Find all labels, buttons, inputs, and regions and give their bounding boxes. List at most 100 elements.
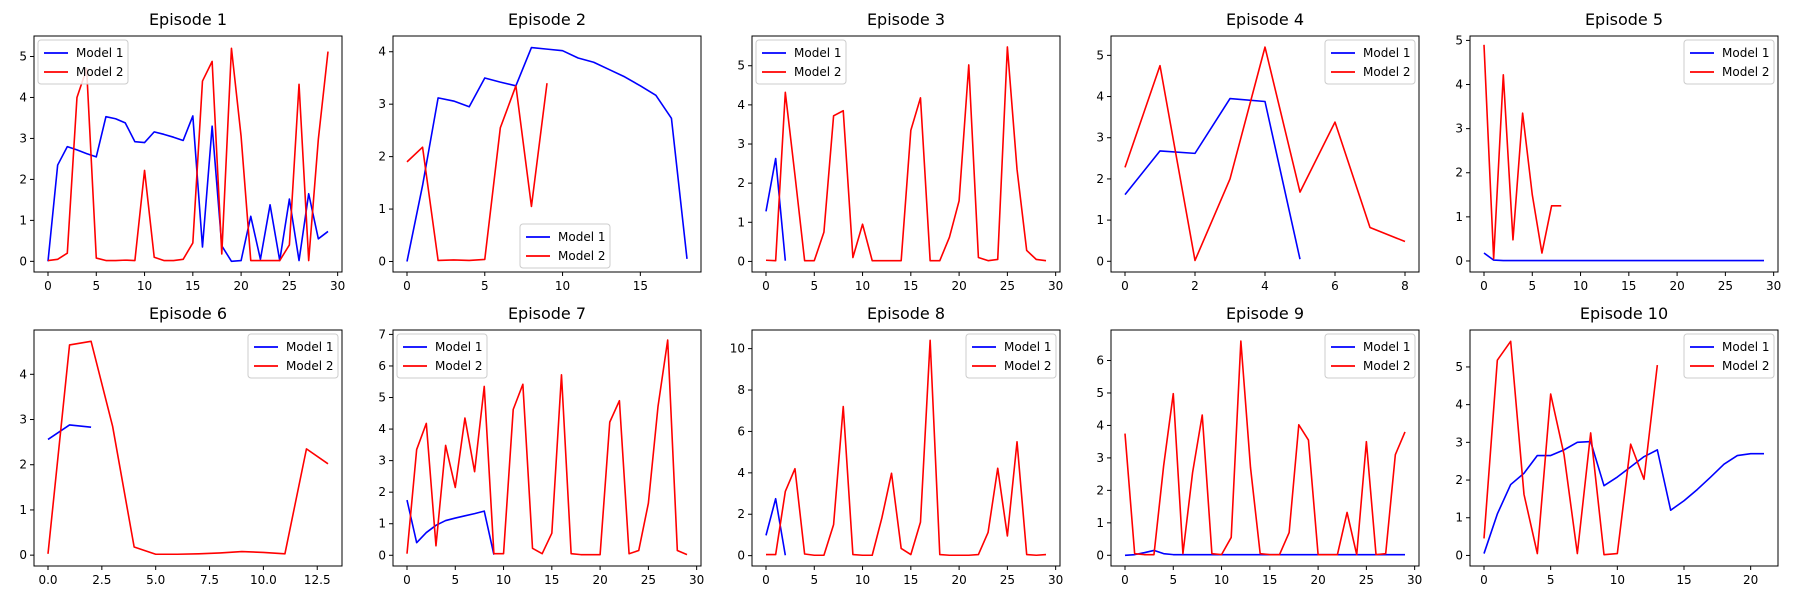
y-tick-label: 3 <box>1096 451 1104 465</box>
x-tick-label: 15 <box>1262 573 1277 587</box>
chart-panel-4: Episode 4 0 2 4 6 8 0 1 2 3 4 5 Model 1 Model 2 <box>1077 0 1437 294</box>
y-tick-label: 6 <box>737 424 745 438</box>
x-tick-label: 10 <box>855 279 870 293</box>
series-line-model-1 <box>1483 252 1764 262</box>
y-tick-label: 0 <box>1455 254 1463 268</box>
y-tick-label: 5 <box>19 49 27 63</box>
chart-svg: 0 2 4 6 8 0 1 2 3 4 5 Model 1 Model 2 <box>1096 35 1420 293</box>
legend-label: Model 2 <box>1722 359 1769 373</box>
y-tick-label: 5 <box>1455 33 1463 47</box>
chart-panel-6: Episode 6 0.0 2.5 5.0 7.5 10.0 12.5 0 1 2 3 4 Model … <box>0 294 360 588</box>
axes-frame <box>392 35 702 273</box>
y-tick-label: 3 <box>378 97 386 111</box>
series-line-model-1 <box>406 499 495 555</box>
x-tick-label: 5 <box>1528 279 1536 293</box>
y-tick-label: 1 <box>737 215 745 229</box>
x-tick-label: 0 <box>1121 279 1129 293</box>
y-tick-label: 3 <box>737 137 745 151</box>
legend: Model 1 Model 2 <box>1683 39 1775 85</box>
series-line-model-2 <box>765 46 1047 262</box>
y-tick-label: 3 <box>1455 122 1463 136</box>
series-group <box>406 339 688 556</box>
y-tick-label: 10 <box>730 342 745 356</box>
chart-svg: 0 5 10 15 20 25 30 0 1 2 3 4 5 Model 1 Model 2 <box>1455 33 1781 293</box>
x-tick-label: 30 <box>689 573 704 587</box>
y-tick-label: 1 <box>1455 210 1463 224</box>
legend-box <box>965 333 1057 379</box>
legend-label: Model 2 <box>286 359 333 373</box>
y-tick-label: 0 <box>378 255 386 269</box>
y-tick-label: 1 <box>19 503 27 517</box>
legend-box <box>519 223 611 269</box>
axes-frame <box>1110 329 1420 567</box>
legend: Model 1 Model 2 <box>396 333 488 379</box>
y-tick-label: 4 <box>19 367 27 381</box>
legend-box <box>1683 39 1775 85</box>
chart-panel-1: Episode 1 0 5 10 15 20 25 30 0 1 2 3 4 5 Model 1 Model … <box>0 0 360 294</box>
chart-svg: 0 5 10 15 20 0 1 2 3 4 5 Model 1 Model 2 <box>1455 329 1779 587</box>
series-line-model-2 <box>1124 340 1406 556</box>
axes-frame <box>1469 329 1779 567</box>
chart-title: Episode 8 <box>866 304 946 323</box>
y-tick-label: 2 <box>378 485 386 499</box>
legend-label: Model 2 <box>1363 65 1410 79</box>
x-tick-label: 0 <box>403 279 411 293</box>
y-tick-label: 3 <box>378 454 386 468</box>
x-tick-label: 30 <box>1048 573 1063 587</box>
y-tick-label: 2 <box>1455 166 1463 180</box>
x-tick-label: 0 <box>1121 573 1129 587</box>
chart-svg: 0.0 2.5 5.0 7.5 10.0 12.5 0 1 2 3 4 Model 1 Model 2 <box>19 329 343 587</box>
x-tick-label: 30 <box>1766 279 1781 293</box>
x-tick-label: 30 <box>330 279 345 293</box>
y-tick-label: 1 <box>19 213 27 227</box>
x-tick-label: 15 <box>633 279 648 293</box>
chart-title: Episode 1 <box>148 10 228 29</box>
axes-frame <box>1469 35 1779 273</box>
series-line-model-1 <box>1124 97 1301 260</box>
chart-svg: 0 5 10 15 20 25 30 0 2 4 6 8 10 Model 1 Model 2 <box>730 329 1063 587</box>
series-group <box>1124 46 1406 262</box>
legend: Model 1 Model 2 <box>965 333 1057 379</box>
x-tick-label: 25 <box>1000 573 1015 587</box>
x-tick-label: 20 <box>951 573 966 587</box>
y-tick-label: 6 <box>1096 354 1104 368</box>
series-line-model-2 <box>406 339 688 556</box>
y-tick-label: 0 <box>378 548 386 562</box>
y-tick-label: 4 <box>1455 78 1463 92</box>
series-line-model-1 <box>765 157 787 261</box>
x-tick-label: 2 <box>1191 279 1199 293</box>
y-tick-label: 0 <box>1455 548 1463 562</box>
y-tick-label: 6 <box>378 359 386 373</box>
y-tick-label: 2 <box>737 176 745 190</box>
y-tick-label: 4 <box>1455 398 1463 412</box>
axes-frame <box>751 35 1061 273</box>
x-tick-label: 5 <box>810 573 818 587</box>
chart-title: Episode 6 <box>148 304 228 323</box>
x-tick-label: 25 <box>282 279 297 293</box>
y-tick-label: 3 <box>1096 131 1104 145</box>
legend-label: Model 1 <box>558 230 605 244</box>
y-tick-label: 5 <box>378 391 386 405</box>
x-tick-label: 10 <box>1610 573 1625 587</box>
legend: Model 1 Model 2 <box>247 333 339 379</box>
chart-title: Episode 5 <box>1584 10 1664 29</box>
y-tick-label: 0 <box>1096 254 1104 268</box>
legend: Model 1 Model 2 <box>755 39 847 85</box>
chart-panel-8: Episode 8 0 5 10 15 20 25 30 0 2 4 6 8 10 Model 1 Model… <box>718 294 1078 588</box>
x-tick-label: 6 <box>1331 279 1339 293</box>
series-group <box>1124 340 1406 557</box>
y-tick-label: 5 <box>1096 48 1104 62</box>
y-tick-label: 5 <box>737 59 745 73</box>
legend-label: Model 1 <box>1722 340 1769 354</box>
legend-label: Model 1 <box>435 340 482 354</box>
y-tick-label: 2 <box>19 172 27 186</box>
x-tick-label: 10.0 <box>250 573 277 587</box>
y-tick-label: 5 <box>1096 386 1104 400</box>
x-tick-label: 0 <box>403 573 411 587</box>
y-tick-label: 4 <box>1096 90 1104 104</box>
x-tick-label: 25 <box>641 573 656 587</box>
x-tick-label: 8 <box>1401 279 1409 293</box>
series-line-model-1 <box>47 424 92 441</box>
x-tick-label: 0 <box>44 279 52 293</box>
